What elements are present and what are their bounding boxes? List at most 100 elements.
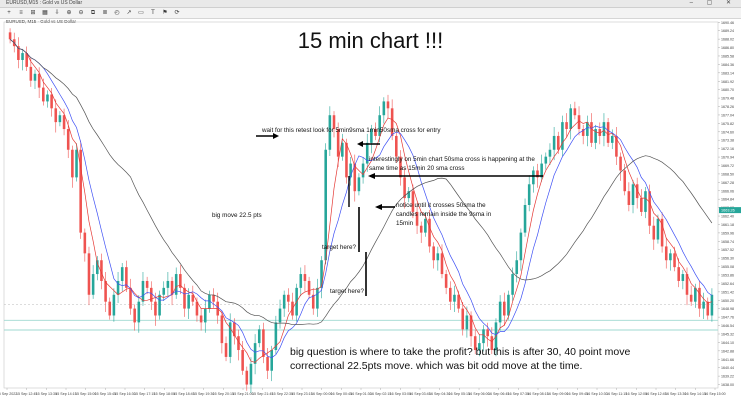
toolbar-button-1[interactable]: ≡ <box>19 10 23 16</box>
interesting-note: interestingly on 5min chart 50sma cross … <box>369 156 535 172</box>
y-tick-label: 1675.82 <box>721 122 734 126</box>
toolbar-button-9[interactable]: ◴ <box>114 10 120 16</box>
toolbar-button-4[interactable]: ⇩ <box>54 10 60 16</box>
candle-body <box>316 287 319 309</box>
x-tick-label: 16 Sep 04:30 <box>429 392 450 396</box>
x-tick-label: 16 Sep 15:00 <box>704 392 725 396</box>
candle-body <box>199 315 203 323</box>
candle-body <box>532 170 535 185</box>
candle-body <box>415 211 419 226</box>
toolbar-button-10[interactable]: ↗ <box>126 10 132 16</box>
candle-body <box>664 246 668 261</box>
candle-body <box>195 301 199 316</box>
profit-question-note: big question is where to take the profit… <box>290 346 631 372</box>
candle-body <box>220 315 224 344</box>
candle-body <box>17 46 20 60</box>
symbol-label: EURUSD, M15 · Gold vs US Dollar <box>6 19 77 24</box>
window-controls[interactable]: – ▢ ✕ <box>689 0 737 6</box>
candle-body <box>552 135 556 150</box>
sma-mid-line <box>9 39 713 359</box>
candle-body <box>133 308 136 323</box>
x-tick-label: 15 Sep 16:30 <box>114 392 135 396</box>
x-tick-label: 16 Sep 06:45 <box>488 392 509 396</box>
toolbar-button-14[interactable]: ⟳ <box>174 10 180 16</box>
candle-body <box>473 336 477 351</box>
candle-body <box>444 274 448 288</box>
y-tick-label: 1653.86 <box>721 274 734 278</box>
candle-body <box>478 343 481 351</box>
price-chart[interactable]: 1690.46 1689.24 1688.02 1686.80 1685.58 1684.… <box>0 18 741 403</box>
candle-body <box>640 198 643 212</box>
x-tick-label: 15 Sep 22:30 <box>272 392 293 396</box>
candle-body <box>610 135 614 143</box>
candle-body <box>120 267 124 281</box>
candle-body <box>179 274 182 288</box>
candle-body <box>71 149 74 178</box>
candle-body <box>42 87 45 102</box>
candle-body <box>212 294 215 302</box>
candle-body <box>374 129 377 136</box>
candle-body <box>299 274 303 288</box>
candle-body <box>399 156 402 178</box>
candle-body <box>278 308 282 323</box>
toolbar-button-12[interactable]: T <box>151 10 155 16</box>
candle-body <box>706 301 710 316</box>
candle-body <box>87 253 91 295</box>
toolbar-button-11[interactable]: ▭ <box>138 10 144 16</box>
candle-body <box>469 315 473 337</box>
candle-body <box>648 191 651 226</box>
candle-body <box>548 149 552 157</box>
price-tag <box>719 207 741 214</box>
candle-body <box>615 135 618 157</box>
toolbar-button-5[interactable]: ⊕ <box>66 10 72 16</box>
candle-body <box>253 343 257 364</box>
candle-body <box>183 287 186 309</box>
candle-body <box>544 156 548 164</box>
toolbar-button-6[interactable]: ⊖ <box>78 10 84 16</box>
plot-frame <box>3 21 719 389</box>
y-tick-label: 1641.66 <box>721 358 734 362</box>
toolbar-button-2[interactable]: ⊞ <box>30 10 36 16</box>
y-tick-label: 1683.14 <box>721 71 734 75</box>
candle-body <box>390 108 394 136</box>
candle-body <box>382 101 386 116</box>
candle-body <box>166 280 170 288</box>
candle-body <box>245 370 249 385</box>
candle-body <box>249 363 253 385</box>
toolbar-button-0[interactable]: + <box>7 10 11 16</box>
y-tick-label: 1673.38 <box>721 139 734 143</box>
candle-body <box>100 260 103 281</box>
candle-body <box>515 260 519 275</box>
candle-body <box>507 294 510 316</box>
y-tick-label: 1684.36 <box>721 63 734 67</box>
candle-body <box>129 287 132 309</box>
candle-body <box>698 287 701 309</box>
candle-body <box>270 350 273 371</box>
y-tick-label: 1661.18 <box>721 223 734 227</box>
y-tick-label: 1689.24 <box>721 29 734 33</box>
candle-body <box>395 135 398 157</box>
y-tick-label: 1674.60 <box>721 130 734 134</box>
candle-body <box>241 350 244 371</box>
candle-body <box>266 356 269 371</box>
x-tick-label: 15 Sep 15:00 <box>75 392 96 396</box>
arrow-notice-head <box>375 204 382 210</box>
x-tick-label: 16 Sep 01:30 <box>350 392 371 396</box>
toolbar-button-3[interactable]: ▦ <box>42 10 48 16</box>
x-tick-label: 15 Sep 2022 <box>0 392 17 396</box>
candle-body <box>540 163 543 178</box>
candle-body <box>262 329 265 357</box>
candle-body <box>598 129 602 136</box>
candle-body <box>116 280 120 295</box>
candle-body <box>694 287 697 302</box>
toolbar-button-7[interactable]: ⧉ <box>90 10 96 16</box>
x-tick-label: 16 Sep 02:15 <box>370 392 391 396</box>
y-tick-label: 1638.00 <box>721 383 734 387</box>
y-tick-label: 1672.16 <box>721 147 734 151</box>
toolbar-button-13[interactable]: ⚑ <box>162 10 168 16</box>
toolbar-button-8[interactable]: ≣ <box>102 10 108 16</box>
arrow-retest-right-head <box>357 141 363 147</box>
candle-body <box>125 267 128 288</box>
candle-body <box>228 322 232 357</box>
candle-body <box>357 177 361 192</box>
